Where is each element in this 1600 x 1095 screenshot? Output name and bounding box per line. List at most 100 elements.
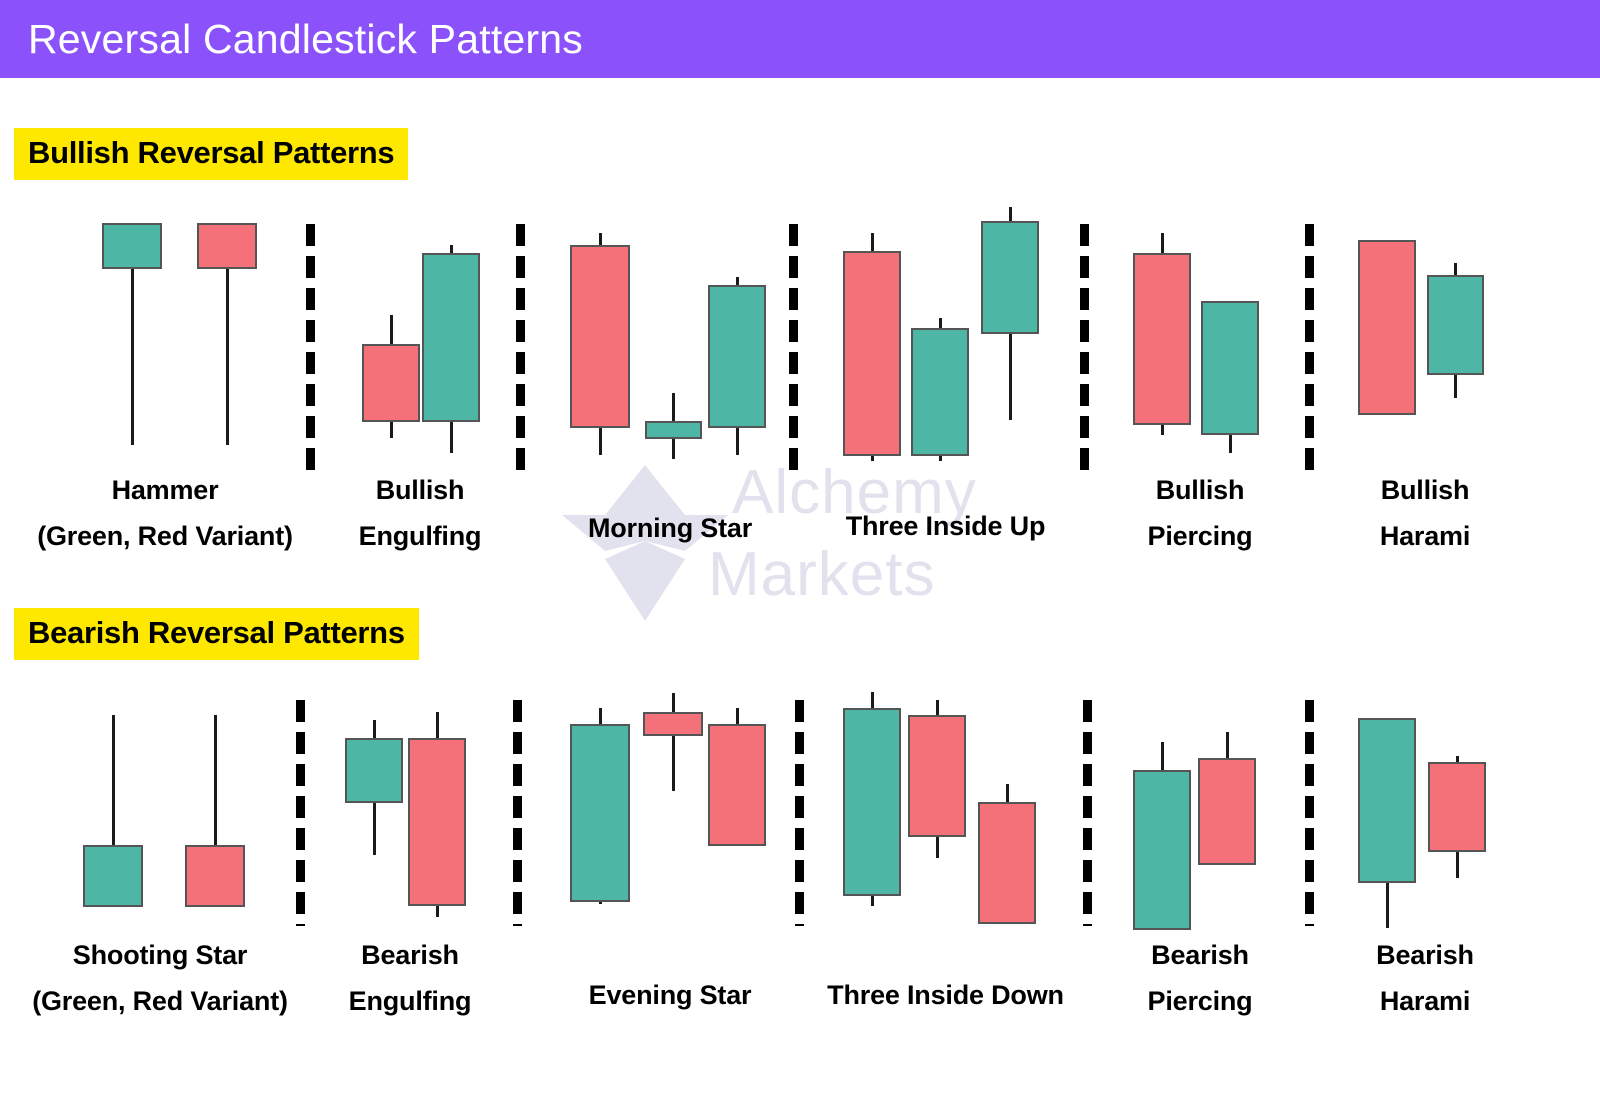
chart-area (1105, 205, 1295, 463)
candle-body (408, 738, 466, 906)
pattern-label-bearish-harami: Bearish Harami (1376, 940, 1474, 1017)
pattern-group-evening-star: Evening Star (545, 690, 795, 1010)
candle-body (708, 724, 766, 846)
pattern-group-bullish-harami: Bullish Harami (1330, 205, 1520, 551)
candle (843, 672, 901, 926)
candle (981, 185, 1039, 470)
divider-bullish-5 (1305, 224, 1314, 470)
divider-bullish-1 (306, 224, 315, 470)
candle-body (422, 253, 480, 422)
candle (1358, 205, 1416, 463)
divider-bearish-3 (795, 700, 804, 926)
pattern-label-bearish-piercing: Bearish Piercing (1147, 940, 1253, 1017)
candle-body (1358, 718, 1416, 883)
candle (978, 672, 1036, 926)
divider-bearish-5 (1305, 700, 1314, 926)
pattern-label-bullish-harami: Bullish Harami (1379, 475, 1471, 552)
candle (645, 205, 702, 463)
candle-body (911, 328, 969, 456)
chart-area (545, 205, 795, 463)
pattern-label-bullish-piercing: Bullish Piercing (1147, 475, 1253, 552)
candle (1428, 700, 1486, 926)
candle-wick (225, 223, 229, 445)
chart-area (818, 185, 1073, 470)
divider-bearish-4 (1083, 700, 1092, 926)
candle (1133, 700, 1191, 930)
candle-wick (1225, 732, 1229, 774)
candle (708, 690, 766, 926)
pattern-label-three-inside-down: Three Inside Down (827, 980, 1064, 1010)
pattern-label-bearish-engulfing: Bearish Engulfing (348, 940, 472, 1017)
pattern-label-bullish-engulfing: Bullish Engulfing (358, 475, 482, 552)
chart-area (25, 700, 295, 926)
page-title: Reversal Candlestick Patterns (28, 15, 583, 62)
candle-body (1358, 240, 1416, 415)
candle (1198, 700, 1256, 926)
candle (1133, 205, 1191, 463)
candle-body (197, 223, 257, 269)
chart-area (818, 672, 1073, 926)
candle-body (708, 285, 766, 428)
candle-body (570, 245, 630, 428)
candle (843, 185, 901, 470)
candle-body (843, 251, 901, 456)
candle-wick (111, 715, 115, 907)
divider-bearish-2 (513, 700, 522, 926)
pattern-label-morning-star: Morning Star (587, 513, 753, 543)
candle (908, 672, 966, 926)
candle-body (185, 845, 245, 907)
candle-wick (671, 693, 675, 791)
header-bar: Reversal Candlestick Patterns (0, 0, 1600, 78)
candle (422, 205, 480, 463)
candle-body (1133, 253, 1191, 425)
candle-wick (1160, 742, 1164, 787)
candle-wick (213, 715, 217, 907)
divider-bearish-1 (296, 700, 305, 926)
candle (197, 205, 257, 463)
candle-body (1133, 770, 1191, 930)
candle (408, 700, 466, 926)
pattern-group-bullish-piercing: Bullish Piercing (1105, 205, 1295, 551)
pattern-group-bullish-engulfing: Bullish Engulfing (330, 205, 510, 551)
candle-body (645, 421, 702, 439)
pattern-group-bearish-piercing: Bearish Piercing (1105, 700, 1295, 1016)
divider-bullish-2 (516, 224, 525, 470)
candle (708, 205, 766, 463)
pattern-label-three-inside-up: Three Inside Up (845, 511, 1046, 541)
candle (102, 205, 162, 463)
candle (1427, 205, 1484, 463)
chart-area (1105, 700, 1295, 930)
pattern-group-hammer: Hammer (Green, Red Variant) (30, 205, 300, 551)
pattern-group-three-inside-up: Three Inside Up (818, 185, 1073, 541)
candle (83, 700, 143, 926)
candle (185, 700, 245, 926)
candle-body (981, 221, 1039, 334)
candle-body (1201, 301, 1259, 435)
candle-body (908, 715, 966, 837)
candle-body (1428, 762, 1486, 852)
pattern-group-bearish-engulfing: Bearish Engulfing (320, 700, 500, 1016)
candle-body (1198, 758, 1256, 865)
divider-bullish-4 (1080, 224, 1089, 470)
pattern-label-evening-star: Evening Star (588, 980, 752, 1010)
candle-body (843, 708, 901, 896)
pattern-group-bearish-harami: Bearish Harami (1330, 700, 1520, 1016)
section-header-bullish: Bullish Reversal Patterns (14, 128, 409, 180)
candle-wick (130, 223, 134, 445)
pattern-group-three-inside-down: Three Inside Down (818, 672, 1073, 1010)
candle-body (978, 802, 1036, 924)
candle (570, 205, 630, 463)
chart-area (330, 205, 510, 463)
candle-body (345, 738, 403, 803)
candle-body (1427, 275, 1484, 375)
candle (911, 185, 969, 470)
chart-area (30, 205, 300, 463)
section-header-bearish: Bearish Reversal Patterns (14, 608, 419, 660)
candle (643, 690, 703, 926)
pattern-label-shooting-star: Shooting Star (Green, Red Variant) (32, 940, 288, 1017)
pattern-group-morning-star: Morning Star (545, 205, 795, 543)
candle (345, 700, 403, 926)
chart-area (1330, 205, 1520, 463)
candle (1358, 700, 1416, 928)
